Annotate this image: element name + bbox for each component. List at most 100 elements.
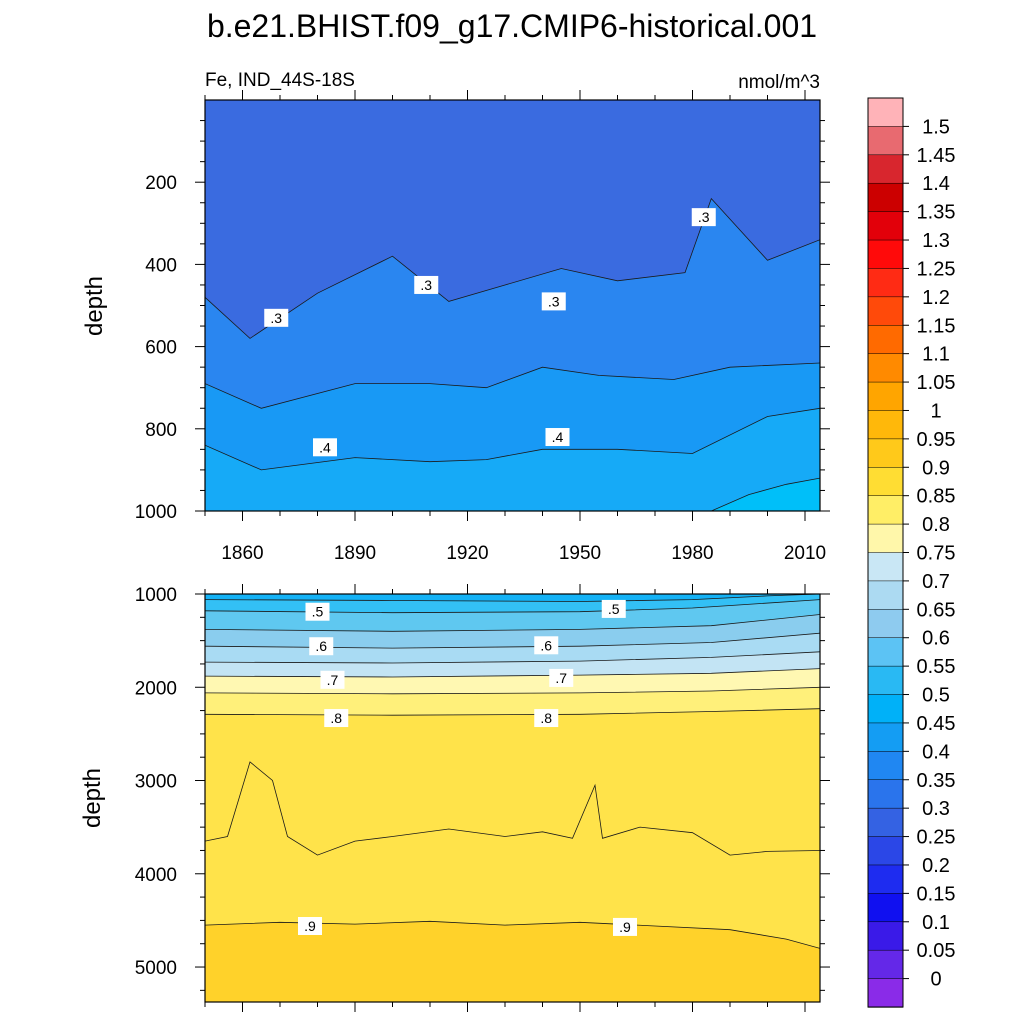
contour-label-box (309, 637, 334, 656)
contour-label-box (549, 668, 574, 687)
contour-label: .8 (330, 710, 342, 726)
colorbar-label: 0.65 (917, 599, 956, 621)
lower-contour-lines (205, 594, 820, 949)
contour-line-0p5 (205, 599, 820, 614)
colorbar-swatch (867, 268, 904, 298)
contour-label-box (313, 438, 337, 457)
colorbar-swatch (867, 779, 904, 809)
contour-label: .7 (555, 670, 567, 686)
y-tick-label: 4000 (135, 865, 177, 886)
colorbar-label: 0.25 (917, 827, 956, 849)
contour-line-0p3 (205, 197, 820, 339)
colorbar-swatch (867, 182, 904, 213)
colorbar-label: 1.45 (917, 145, 956, 167)
contour-label: .8 (540, 710, 552, 726)
contour-fill-band (205, 921, 820, 1002)
colorbar-label: 0.55 (917, 656, 956, 678)
contour-label-box (541, 292, 566, 311)
colorbar-label: 1.2 (922, 287, 950, 309)
contour-label-box (305, 602, 330, 621)
colorbar-swatch (867, 893, 904, 923)
contour-label: .3 (420, 277, 432, 293)
colorbar-swatch (867, 665, 904, 696)
upper-contour-lines (205, 197, 820, 511)
contour-label-box (320, 670, 345, 689)
contour-line-0p55 (205, 614, 820, 632)
y-tick-label: 3000 (135, 772, 177, 793)
lower-contour-labels: .5 .5 .6 .6 .7 .7 .8 .8 .9 .9 (298, 599, 637, 936)
colorbar-swatch (867, 381, 904, 412)
colorbar-swatch (867, 609, 904, 639)
colorbar-swatch (867, 495, 904, 525)
upper-panel: .3 .3 .3 .3 .4 .4 1860 1890 1920 1950 1980 2010 200… (81, 90, 830, 564)
contour-label: .3 (548, 293, 560, 309)
colorbar-swatch (867, 239, 904, 270)
contour-label: .6 (540, 637, 552, 653)
colorbar-swatch (867, 97, 904, 128)
colorbar-swatch (867, 978, 904, 1008)
colorbar-label: 0.8 (922, 514, 950, 536)
colorbar-label: 0 (930, 969, 941, 991)
contour-label-box (264, 308, 289, 327)
colorbar-swatch (867, 580, 904, 610)
contour-label-box (613, 917, 637, 936)
upper-y-axis-label: depth (81, 276, 108, 336)
colorbar-swatch (867, 211, 904, 241)
colorbar-swatch (867, 325, 904, 355)
lower-panel: .5 .5 .6 .6 .7 .7 .8 .8 .9 .9 1000 2000 3000 4000 500… (79, 584, 830, 1012)
y-tick-label: 200 (145, 173, 177, 194)
chart-title: b.e21.BHIST.f09_g17.CMIP6-historical.001 (207, 8, 817, 44)
contour-label-box (545, 428, 570, 447)
contour-label: .7 (327, 672, 339, 688)
colorbar-label: 0.35 (917, 770, 956, 792)
colorbar-label: 1.1 (922, 344, 950, 366)
contour-line-0p4 (205, 407, 820, 471)
contour-label: .5 (312, 604, 324, 620)
lower-fill-layer (205, 594, 820, 1002)
contour-label: .6 (315, 638, 327, 654)
contour-fill-band (711, 478, 820, 511)
x-tick-label: 1890 (334, 543, 376, 564)
y-tick-label: 5000 (135, 958, 177, 979)
colorbar-label: 1.3 (922, 230, 950, 252)
contour-label-box (601, 599, 626, 618)
contour-line-0p35 (205, 362, 820, 409)
colorbar-label: 1.25 (917, 258, 956, 280)
colorbar-label: 0.15 (917, 883, 956, 905)
colorbar-swatch (867, 864, 904, 895)
colorbar-label: 0.1 (922, 912, 950, 934)
colorbar-swatch (867, 694, 904, 724)
upper-contour-labels: .3 .3 .3 .3 .4 .4 (264, 208, 716, 457)
contour-label: .9 (619, 919, 631, 935)
colorbar-label: 0.75 (917, 543, 956, 565)
colorbar-swatch (867, 126, 904, 156)
colorbar-label: 0.5 (922, 685, 950, 707)
colorbar-swatch (867, 751, 904, 781)
x-tick-label: 1980 (671, 543, 713, 564)
contour-label-box (691, 208, 716, 227)
contour-fill-band (205, 408, 820, 511)
colorbar-label: 0.7 (922, 571, 950, 593)
units-label: nmol/m^3 (738, 72, 820, 93)
colorbar-swatch (867, 467, 904, 497)
upper-fill-layer (205, 100, 820, 511)
colorbar-label: 0.9 (922, 457, 950, 479)
colorbar-swatch (867, 353, 904, 383)
colorbar-swatch (867, 552, 904, 582)
contour-label: .4 (552, 429, 564, 445)
colorbar-swatch (867, 921, 904, 951)
colorbar-swatch (867, 807, 904, 838)
contour-label: .3 (698, 209, 710, 225)
colorbar-swatch (867, 722, 904, 752)
colorbar-label: 0.2 (922, 855, 950, 877)
contour-label: .4 (319, 439, 331, 455)
colorbar-label: 0.05 (917, 940, 956, 962)
contour-line-0p45 (711, 477, 820, 511)
y-tick-label: 2000 (135, 678, 177, 699)
contour-label: .5 (608, 601, 620, 617)
x-tick-label: 2010 (784, 543, 826, 564)
y-tick-label: 400 (145, 255, 177, 276)
y-tick-label: 1000 (135, 585, 177, 606)
y-tick-label: 800 (145, 420, 177, 441)
